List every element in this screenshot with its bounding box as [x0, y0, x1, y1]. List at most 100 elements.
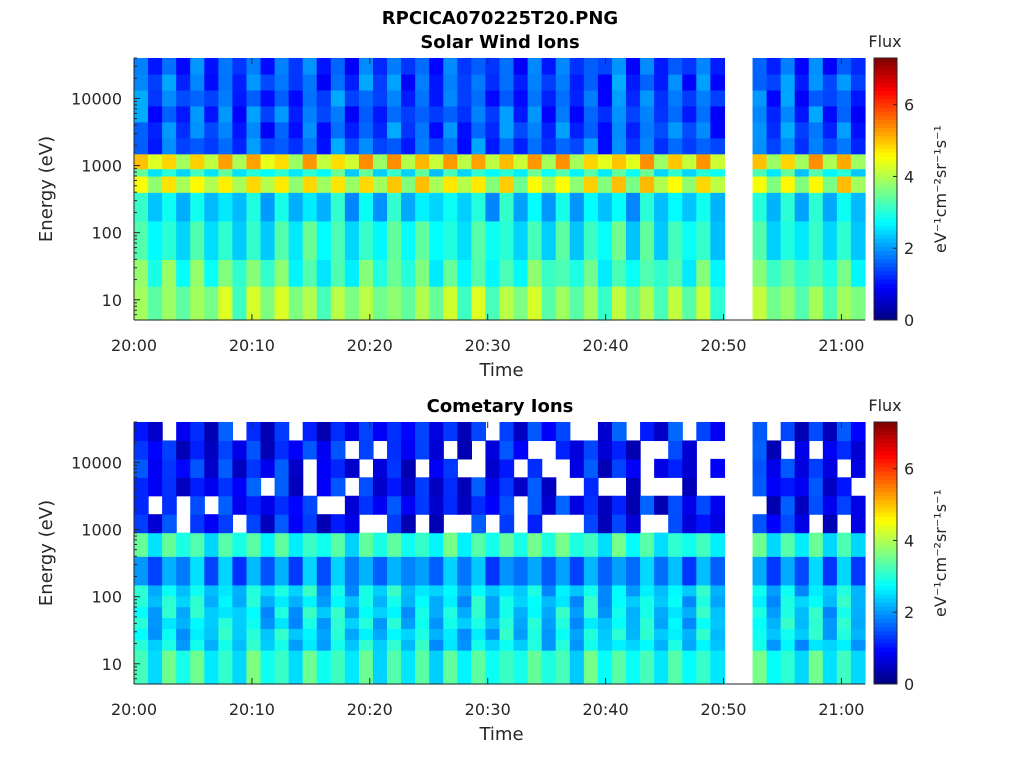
heatmap-cell	[555, 628, 571, 640]
y-tick-label: 100	[91, 224, 122, 243]
heatmap-cell	[836, 584, 852, 597]
x-tick-label: 20:50	[700, 336, 746, 355]
heatmap-cell	[485, 532, 501, 557]
heatmap-cell	[499, 422, 515, 442]
heatmap-cell	[569, 137, 585, 155]
heatmap-cell	[668, 606, 683, 619]
colorbar-segment	[874, 667, 897, 673]
heatmap-cell	[401, 650, 416, 685]
heatmap-cell	[471, 639, 487, 651]
heatmap-cell	[682, 105, 697, 123]
x-axis-label: Time	[478, 360, 523, 381]
heatmap-cell	[569, 89, 585, 107]
heatmap-cell	[274, 137, 290, 155]
heatmap-cell	[190, 422, 205, 442]
heatmap-cell	[555, 58, 571, 75]
heatmap-cell	[780, 617, 796, 629]
heatmap-cell	[682, 495, 697, 515]
heatmap-cell	[752, 175, 768, 193]
heatmap-cell	[176, 137, 191, 155]
colorbar-segment	[874, 426, 897, 431]
heatmap-cell	[780, 192, 796, 222]
heatmap-cell	[443, 595, 458, 608]
heatmap-cell	[372, 639, 388, 651]
heatmap-cell	[260, 584, 276, 597]
heatmap-cell	[569, 286, 585, 321]
heatmap-cell	[597, 628, 613, 640]
heatmap-cell	[499, 58, 515, 75]
heatmap-cell	[611, 220, 627, 260]
heatmap-cell	[387, 639, 402, 651]
colorbar-segment	[874, 487, 897, 493]
heatmap-cell	[415, 617, 430, 629]
heatmap-cell	[302, 220, 318, 260]
x-tick-label: 20:00	[111, 336, 157, 355]
heatmap-cell	[485, 458, 501, 478]
heatmap-cell	[344, 584, 360, 597]
heatmap-cell	[218, 639, 234, 651]
heatmap-cell	[555, 137, 571, 155]
heatmap-cell	[471, 532, 487, 557]
heatmap-cell	[232, 628, 248, 640]
heatmap-cell	[780, 286, 796, 321]
heatmap-cell	[794, 595, 810, 608]
heatmap-cell	[218, 121, 234, 139]
heatmap-cell	[583, 192, 599, 222]
heatmap-cell	[260, 639, 276, 651]
heatmap-cell	[246, 514, 262, 534]
heatmap-cell	[611, 584, 627, 597]
heatmap-cell	[794, 121, 810, 139]
heatmap-cell	[176, 192, 191, 222]
heatmap-cell	[429, 639, 444, 651]
heatmap-cell	[162, 458, 177, 478]
heatmap-cell	[611, 514, 627, 534]
heatmap-cell	[696, 514, 711, 534]
heatmap-cell	[204, 220, 219, 260]
heatmap-cell	[822, 514, 838, 534]
colorbar-segment	[874, 663, 897, 669]
heatmap-cell	[457, 286, 472, 321]
colorbar-segment	[874, 651, 897, 656]
heatmap-cell	[780, 495, 796, 515]
heatmap-cell	[626, 595, 641, 608]
colorbar-segment	[874, 593, 897, 599]
heatmap-cell	[668, 650, 683, 685]
heatmap-cell	[640, 617, 655, 629]
heatmap-cell	[682, 58, 697, 75]
heatmap-cell	[710, 532, 726, 557]
heatmap-cell	[415, 639, 430, 651]
heatmap-cell	[288, 153, 304, 170]
heatmap-cell	[752, 192, 768, 222]
heatmap-cell	[682, 584, 697, 597]
colorbar-frame	[873, 421, 898, 685]
heatmap-cell	[850, 286, 866, 321]
colorbar-segment	[874, 622, 897, 628]
heatmap-cell	[555, 422, 571, 442]
colorbar-segment	[874, 561, 897, 566]
heatmap-cell	[611, 532, 627, 557]
heatmap-cell	[626, 105, 641, 123]
heatmap-cell	[668, 168, 683, 177]
heatmap-cell	[527, 477, 543, 497]
heatmap-cell	[836, 617, 852, 629]
heatmap-cell	[232, 259, 248, 287]
heatmap-cell	[344, 89, 360, 107]
colorbar-tick-label: 2	[904, 603, 914, 622]
heatmap-cell	[682, 168, 697, 177]
heatmap-cell	[527, 168, 543, 177]
colorbar-segment	[874, 139, 897, 145]
heatmap-cell	[654, 58, 669, 75]
heatmap-cell	[668, 286, 683, 321]
heatmap-cell	[162, 584, 177, 597]
heatmap-cell	[710, 617, 726, 629]
heatmap-cell	[780, 58, 796, 75]
heatmap-cell	[766, 532, 782, 557]
heatmap-cell	[232, 595, 248, 608]
colorbar-segment	[874, 454, 897, 460]
heatmap-cell	[752, 639, 768, 651]
heatmap-cell	[822, 595, 838, 608]
heatmap-cell	[668, 495, 683, 515]
colorbar-segment	[874, 569, 897, 574]
heatmap-cell	[162, 556, 177, 586]
